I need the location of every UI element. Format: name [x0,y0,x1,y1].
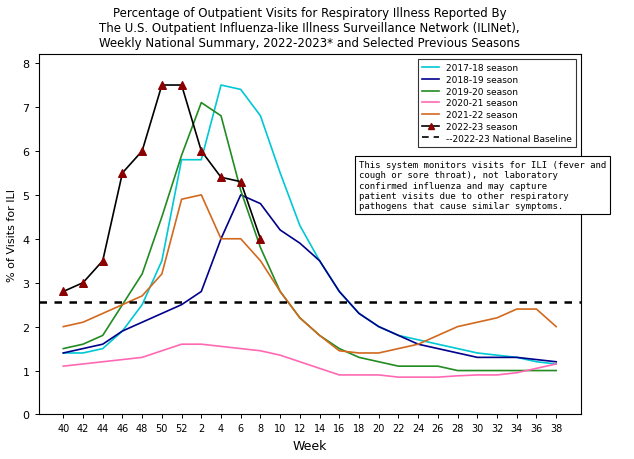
Title: Percentage of Outpatient Visits for Respiratory Illness Reported By
The U.S. Out: Percentage of Outpatient Visits for Resp… [100,7,521,50]
Y-axis label: % of Visits for ILI: % of Visits for ILI [7,189,17,281]
Point [98,257,108,265]
Text: This system monitors visits for ILI (fever and
cough or sore throat), not labora: This system monitors visits for ILI (fev… [359,160,606,211]
Point [176,82,186,90]
Point [117,170,127,177]
Point [236,179,246,186]
Point [197,148,207,155]
Point [78,280,88,287]
Legend: 2017-18 season, 2018-19 season, 2019-20 season, 2020-21 season, 2021-22 season, : 2017-18 season, 2018-19 season, 2019-20 … [418,60,576,148]
Point [137,148,147,155]
X-axis label: Week: Week [292,439,327,452]
Point [216,174,226,182]
Point [58,288,68,296]
Point [256,235,266,243]
Point [157,82,167,90]
